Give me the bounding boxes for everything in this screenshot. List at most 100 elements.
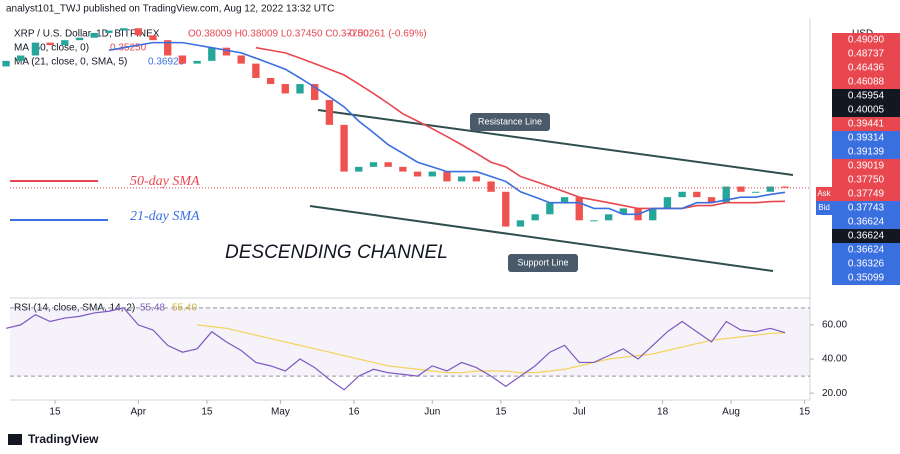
price-tag-label: 0.36326 [848, 259, 885, 270]
price-tag [832, 47, 900, 61]
sma50-annotation: 50-day SMA [130, 174, 200, 189]
candle [590, 220, 598, 222]
price-tag-label: 0.39314 [848, 133, 885, 144]
price-tag [832, 75, 900, 89]
resistance-tag [470, 113, 550, 131]
candle [134, 28, 142, 36]
candle [193, 60, 201, 64]
side-tag-label: Bid [818, 203, 830, 212]
price-tag-label: 0.37749 [848, 189, 885, 200]
candle [355, 166, 363, 172]
resistance-annotation: Resistance Line [478, 116, 542, 126]
price-tag-label: 0.36624 [848, 245, 885, 256]
candle [311, 84, 319, 101]
price-tag [832, 117, 900, 131]
candle [296, 84, 304, 94]
candle [252, 63, 260, 78]
price-tag [832, 103, 900, 117]
rsi-tick-label: 40.00 [822, 354, 847, 365]
price-tag-label: 0.36624 [848, 217, 885, 228]
candle [663, 197, 672, 209]
candle [502, 191, 510, 227]
candle [604, 214, 613, 221]
price-tag [832, 159, 900, 173]
footer-logo: TradingView [28, 432, 99, 446]
price-tag-label: 0.45954 [848, 91, 885, 102]
x-tick-label: Jul [573, 407, 586, 418]
resistance-line [317, 109, 794, 176]
candle [2, 60, 10, 67]
x-tick-label: May [271, 407, 290, 418]
price-tag-label: 0.48737 [848, 49, 885, 60]
candle [119, 28, 128, 31]
x-tick-label: Aug [722, 407, 740, 418]
x-tick-label: Apr [131, 407, 147, 418]
support-tag [508, 254, 578, 272]
candle [384, 162, 392, 167]
moving-average [108, 41, 786, 216]
side-tag [816, 201, 832, 215]
footer-icon [8, 434, 22, 445]
support-line [309, 205, 774, 272]
candle [340, 124, 348, 172]
ohlc: O0.38009 H0.38009 L0.37450 C0.37750 [188, 29, 369, 40]
channel-annotation: DESCENDING CHANNEL [225, 242, 448, 263]
x-tick-label: Jun [424, 407, 440, 418]
price-tag-label: 0.39019 [848, 161, 885, 172]
candle [575, 197, 583, 221]
change: -0.00261 (-0.69%) [346, 29, 427, 40]
price-tag [832, 145, 900, 159]
ma50-label: MA (50, close, 0) [14, 43, 89, 54]
price-tag-label: 0.39139 [848, 147, 885, 158]
candle [751, 191, 760, 193]
price-tag [832, 229, 900, 243]
ma50-value: 0.35250 [110, 43, 147, 54]
candle [237, 55, 245, 64]
support-annotation: Support Line [517, 257, 568, 267]
candle [649, 208, 657, 221]
price-tag-label: 0.46436 [848, 63, 885, 74]
candle [457, 176, 466, 182]
candle [399, 166, 407, 172]
x-tick-label: 15 [799, 407, 811, 418]
price-tag-label: 0.39441 [848, 119, 885, 130]
moving-average [255, 46, 786, 210]
rsi-band-fill [10, 307, 810, 377]
candle [75, 37, 84, 41]
candle [369, 162, 378, 167]
candle [266, 77, 275, 85]
price-tag-label: 0.37743 [848, 203, 885, 214]
candle [766, 186, 774, 192]
rsi-tick-label: 20.00 [822, 388, 847, 399]
price-tag [832, 257, 900, 271]
candle [619, 208, 628, 215]
x-tick-label: 15 [49, 407, 61, 418]
side-tag [816, 187, 832, 201]
side-tag-label: Ask [817, 189, 831, 198]
price-tag [832, 89, 900, 103]
price-tag [832, 173, 900, 187]
candle [17, 55, 25, 61]
rsi-tick-label: 60.00 [822, 320, 847, 331]
candle [781, 186, 789, 188]
candle [61, 40, 69, 46]
candle [31, 42, 40, 56]
price-tag [832, 187, 900, 201]
candle [46, 42, 54, 46]
candle [693, 191, 701, 198]
candle [178, 55, 187, 64]
price-tag-label: 0.37750 [848, 175, 885, 186]
candle [722, 186, 730, 203]
rsi-sma-value: 55.40 [172, 303, 197, 314]
candle [546, 202, 554, 215]
x-tick-label: 16 [348, 407, 360, 418]
candle [707, 197, 716, 203]
x-tick-label: 15 [201, 407, 213, 418]
candle [281, 84, 289, 94]
candle [531, 214, 539, 221]
candle [164, 40, 172, 56]
sma21-annotation: 21-day SMA [130, 209, 200, 224]
rsi-sma [197, 324, 786, 374]
